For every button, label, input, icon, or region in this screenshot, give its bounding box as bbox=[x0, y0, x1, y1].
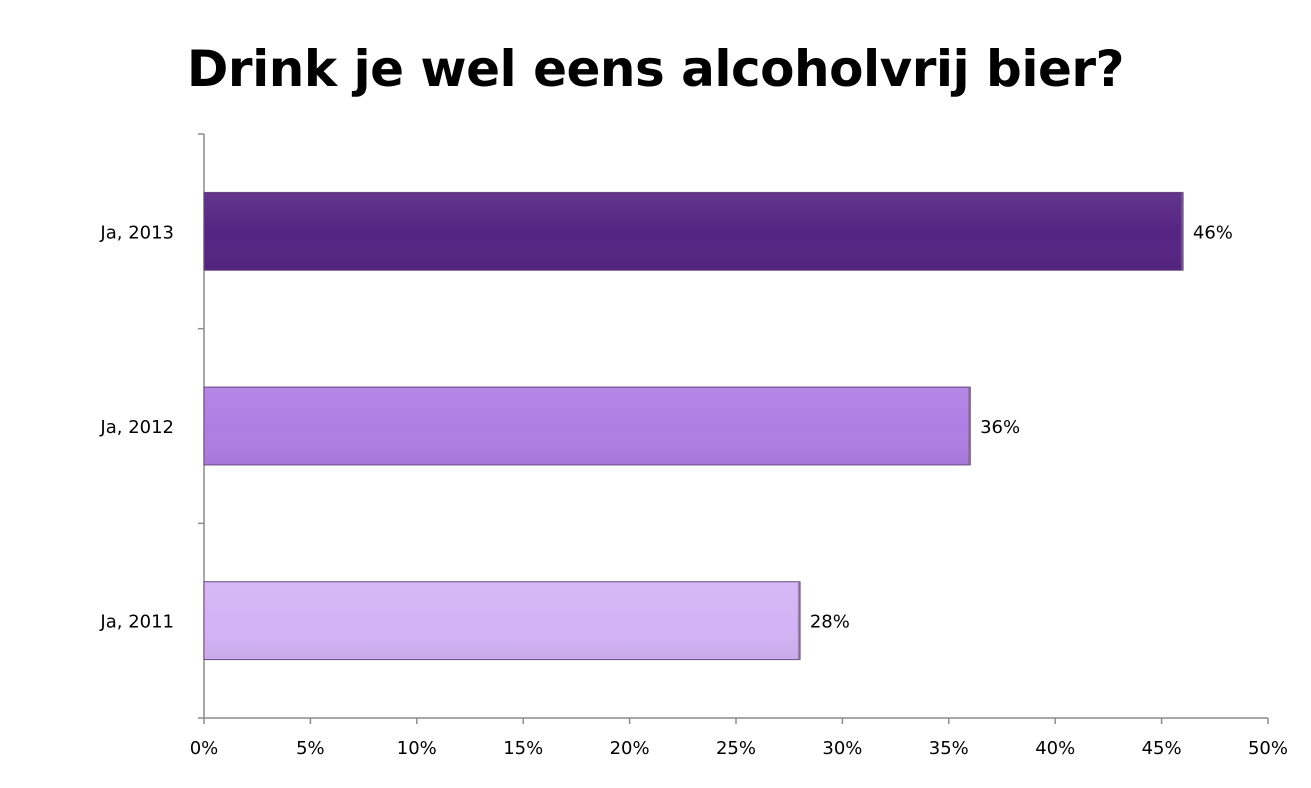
x-tick-label: 20% bbox=[610, 738, 650, 759]
x-tick-label: 25% bbox=[716, 738, 756, 759]
x-tick-label: 15% bbox=[503, 738, 543, 759]
chart-title: Drink je wel eens alcoholvrij bier? bbox=[186, 40, 1125, 98]
category-label: Ja, 2011 bbox=[99, 612, 174, 633]
bar-shine bbox=[205, 388, 970, 464]
x-tick-label: 30% bbox=[822, 738, 862, 759]
x-tick-label: 10% bbox=[397, 738, 437, 759]
x-tick-label: 45% bbox=[1142, 738, 1182, 759]
data-label: 46% bbox=[1193, 222, 1233, 243]
x-tick-label: 35% bbox=[929, 738, 969, 759]
x-tick-label: 5% bbox=[296, 738, 325, 759]
bar-shine bbox=[205, 582, 799, 659]
category-label: Ja, 2012 bbox=[99, 417, 174, 438]
bars bbox=[203, 191, 1184, 661]
category-label: Ja, 2013 bbox=[99, 222, 174, 243]
bar-edge bbox=[968, 387, 972, 465]
data-label: 36% bbox=[980, 417, 1020, 438]
x-tick-label: 50% bbox=[1248, 738, 1288, 759]
labels: 0% 5% 10% 15% 20% 25% 30% 35% 40% 45% 50% Ja, 2013 4… bbox=[99, 222, 1288, 759]
bar-edge bbox=[1180, 192, 1184, 271]
data-label: 28% bbox=[810, 612, 850, 633]
x-tick-label: 0% bbox=[190, 738, 219, 759]
bar-shine bbox=[205, 193, 1182, 270]
bar-edge bbox=[797, 581, 801, 660]
x-tick-label: 40% bbox=[1035, 738, 1075, 759]
